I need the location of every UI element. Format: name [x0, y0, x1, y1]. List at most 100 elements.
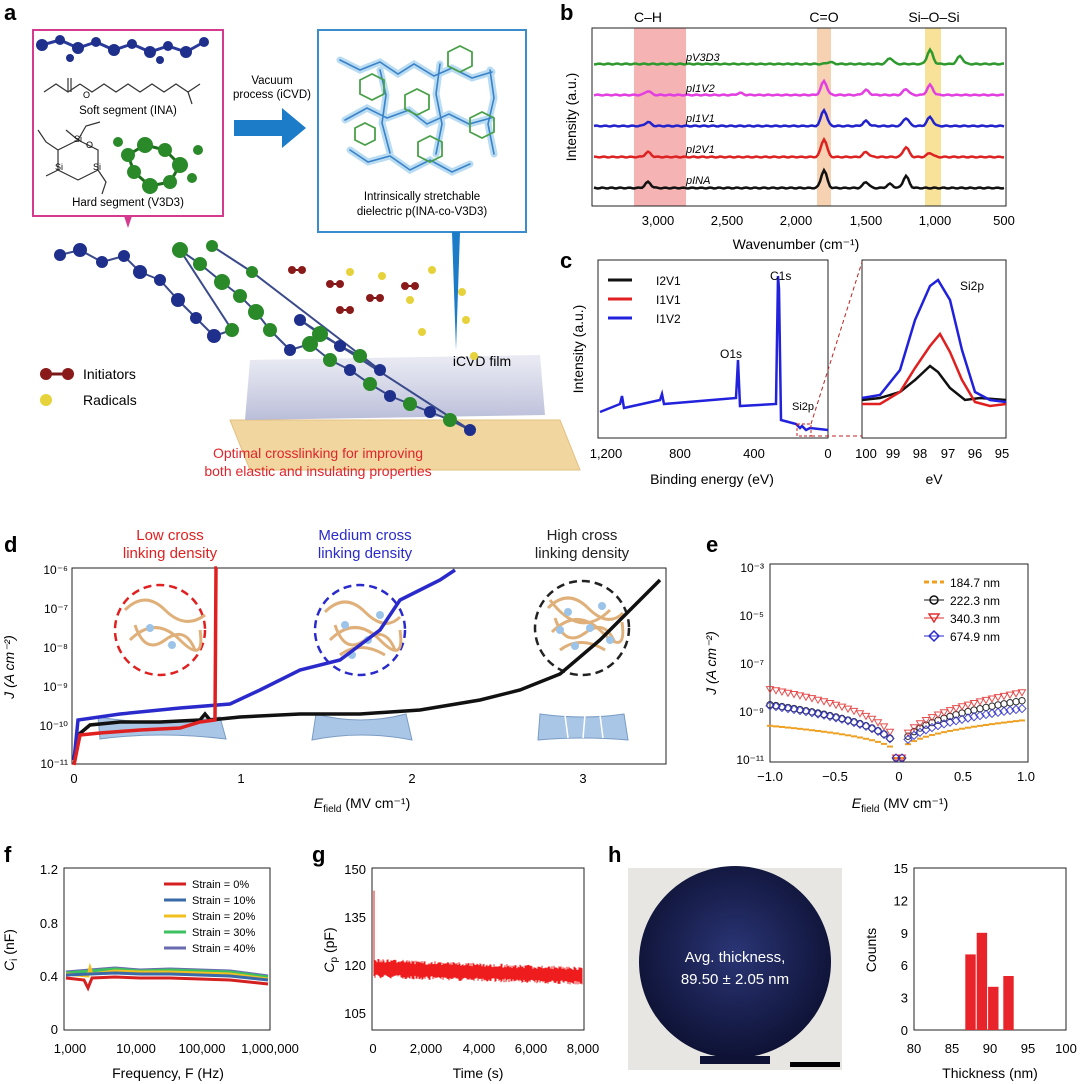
svg-text:10⁻¹⁰: 10⁻¹⁰ [40, 719, 69, 733]
svg-text:Strain = 40%: Strain = 40% [192, 943, 256, 955]
ylabel-e: J (A cm⁻²) [703, 631, 719, 696]
header-low-2: linking density [123, 545, 218, 562]
svg-text:99: 99 [886, 446, 900, 461]
ylabel-h: Counts [863, 928, 879, 972]
xticks-c-left: 1,200 800 400 0 [590, 446, 832, 461]
figure: a O Soft segment (INA) [0, 0, 1080, 1084]
svg-text:0: 0 [70, 771, 77, 786]
svg-text:500: 500 [993, 213, 1015, 228]
ytick-h: 12 [894, 893, 908, 908]
xlabel-g: Time (s) [453, 1065, 504, 1081]
svg-text:10,000: 10,000 [116, 1041, 156, 1056]
process-arrow [234, 108, 306, 148]
histogram-bars [965, 933, 1013, 1030]
xlabel-c-left: Binding energy (eV) [650, 471, 774, 487]
svg-text:−0.5: −0.5 [822, 769, 848, 784]
product-label-2: dielectric p(INA-co-V3D3) [357, 206, 488, 218]
svg-text:1,000: 1,000 [919, 213, 952, 228]
yticks-e: 10⁻³ 10⁻⁵ 10⁻⁷ 10⁻⁹ 10⁻¹¹ [736, 561, 764, 767]
xticks-d: 0 1 2 3 [70, 771, 586, 786]
inset-label: Si2p [960, 279, 984, 293]
svg-text:674.9 nm: 674.9 nm [950, 630, 1000, 644]
svg-text:222.3 nm: 222.3 nm [950, 594, 1000, 608]
svg-text:Strain = 0%: Strain = 0% [192, 879, 249, 891]
svg-text:1: 1 [237, 771, 244, 786]
band-label-co: C=O [809, 9, 838, 25]
legend-initiators: Initiators [40, 366, 136, 382]
svg-text:96: 96 [968, 446, 982, 461]
zoom-line-1 [811, 262, 862, 424]
xlabel-b: Wavenumber (cm⁻¹) [733, 236, 860, 252]
caption-line-1: Optimal crosslinking for improving [213, 445, 423, 461]
ina-oxygen: O [83, 90, 90, 100]
svg-text:Strain = 10%: Strain = 10% [192, 895, 256, 907]
svg-text:0.8: 0.8 [40, 916, 58, 931]
peak-o1s: O1s [720, 347, 742, 361]
svg-text:I1V2: I1V2 [656, 312, 681, 326]
svg-text:6,000: 6,000 [515, 1041, 548, 1056]
svg-text:2,000: 2,000 [780, 213, 813, 228]
network-icons [115, 581, 629, 675]
svg-text:0: 0 [824, 446, 831, 461]
peak-si2p: Si2p [792, 401, 814, 413]
caption-line-2: both elastic and insulating properties [204, 463, 431, 479]
svg-text:8,000: 8,000 [567, 1041, 600, 1056]
svg-text:150: 150 [344, 862, 366, 877]
svg-text:1,500: 1,500 [850, 213, 883, 228]
panel-label-b: b [560, 0, 573, 25]
svg-text:2,500: 2,500 [711, 213, 744, 228]
legend-c: I2V1 I1V1 I1V2 [608, 274, 681, 326]
legend-radicals: Radicals [40, 392, 137, 408]
capacitance-curves-f [66, 968, 268, 988]
svg-text:135: 135 [344, 910, 366, 925]
legend-f: Strain = 0% Strain = 10% Strain = 20% St… [164, 879, 256, 955]
header-high-1: High cross [547, 527, 618, 544]
svg-text:3,000: 3,000 [642, 213, 675, 228]
capacitance-trace-g [374, 891, 582, 985]
xtick-h: 100 [1055, 1041, 1077, 1056]
svg-text:Strain = 20%: Strain = 20% [192, 911, 256, 923]
svg-text:10⁻⁷: 10⁻⁷ [44, 602, 68, 616]
header-medium-1: Medium cross [318, 527, 411, 544]
xticks-f: 1,000 10,000 100,000 1,000,000 [54, 1041, 299, 1056]
svg-text:105: 105 [344, 1006, 366, 1021]
svg-text:340.3 nm: 340.3 nm [950, 612, 1000, 626]
svg-text:1,200: 1,200 [590, 446, 623, 461]
ytick-h: 0 [901, 1023, 908, 1038]
ylabel-d: J (A cm⁻²) [1, 635, 17, 700]
xlabel-d: Efield (MV cm⁻¹) [314, 795, 411, 815]
svg-text:10⁻⁵: 10⁻⁵ [739, 609, 764, 623]
svg-text:100: 100 [855, 446, 877, 461]
plot-frame-c-right [862, 260, 1006, 438]
xlabel-h: Thickness (nm) [942, 1065, 1038, 1081]
ylabel-g: Cp (pF) [321, 927, 340, 972]
hard-segment-label: Hard segment (V3D3) [72, 197, 184, 209]
svg-text:2: 2 [408, 771, 415, 786]
xlabel-c-right: eV [925, 471, 943, 487]
histogram-bar [977, 933, 987, 1030]
xtick-h: 80 [907, 1041, 921, 1056]
scale-bar [790, 1062, 840, 1067]
svg-text:10⁻⁸: 10⁻⁸ [43, 641, 68, 655]
svg-text:3: 3 [579, 771, 586, 786]
series-label-pina: pINA [685, 175, 710, 187]
svg-text:400: 400 [743, 446, 765, 461]
svg-text:98: 98 [913, 446, 927, 461]
strip-medium [312, 714, 412, 740]
xlabel-f: Frequency, F (Hz) [112, 1065, 224, 1081]
legend-e: 184.7 nm 222.3 nm 340.3 nm 674.9 nm [924, 576, 1000, 644]
panel-a: a O Soft segment (INA) [4, 0, 580, 479]
si-label-2: Si [55, 162, 63, 172]
panel-f: f Strain = 0% Strain = 10% Strain = 20% … [1, 842, 299, 1081]
svg-text:120: 120 [344, 958, 366, 973]
histogram-bar [988, 987, 998, 1030]
svg-text:Radicals: Radicals [83, 392, 137, 408]
segments-frame [33, 30, 223, 216]
pink-pointer [124, 216, 132, 228]
yticks-d: 10⁻⁶ 10⁻⁷ 10⁻⁸ 10⁻⁹ 10⁻¹⁰ 10⁻¹¹ [40, 563, 69, 771]
ytick-h: 15 [894, 861, 908, 876]
band-label-sios: Si–O–Si [908, 9, 959, 25]
plot-frame-g [372, 868, 584, 1030]
icvd-film-label: iCVD film [453, 353, 511, 369]
band-co [817, 28, 831, 206]
